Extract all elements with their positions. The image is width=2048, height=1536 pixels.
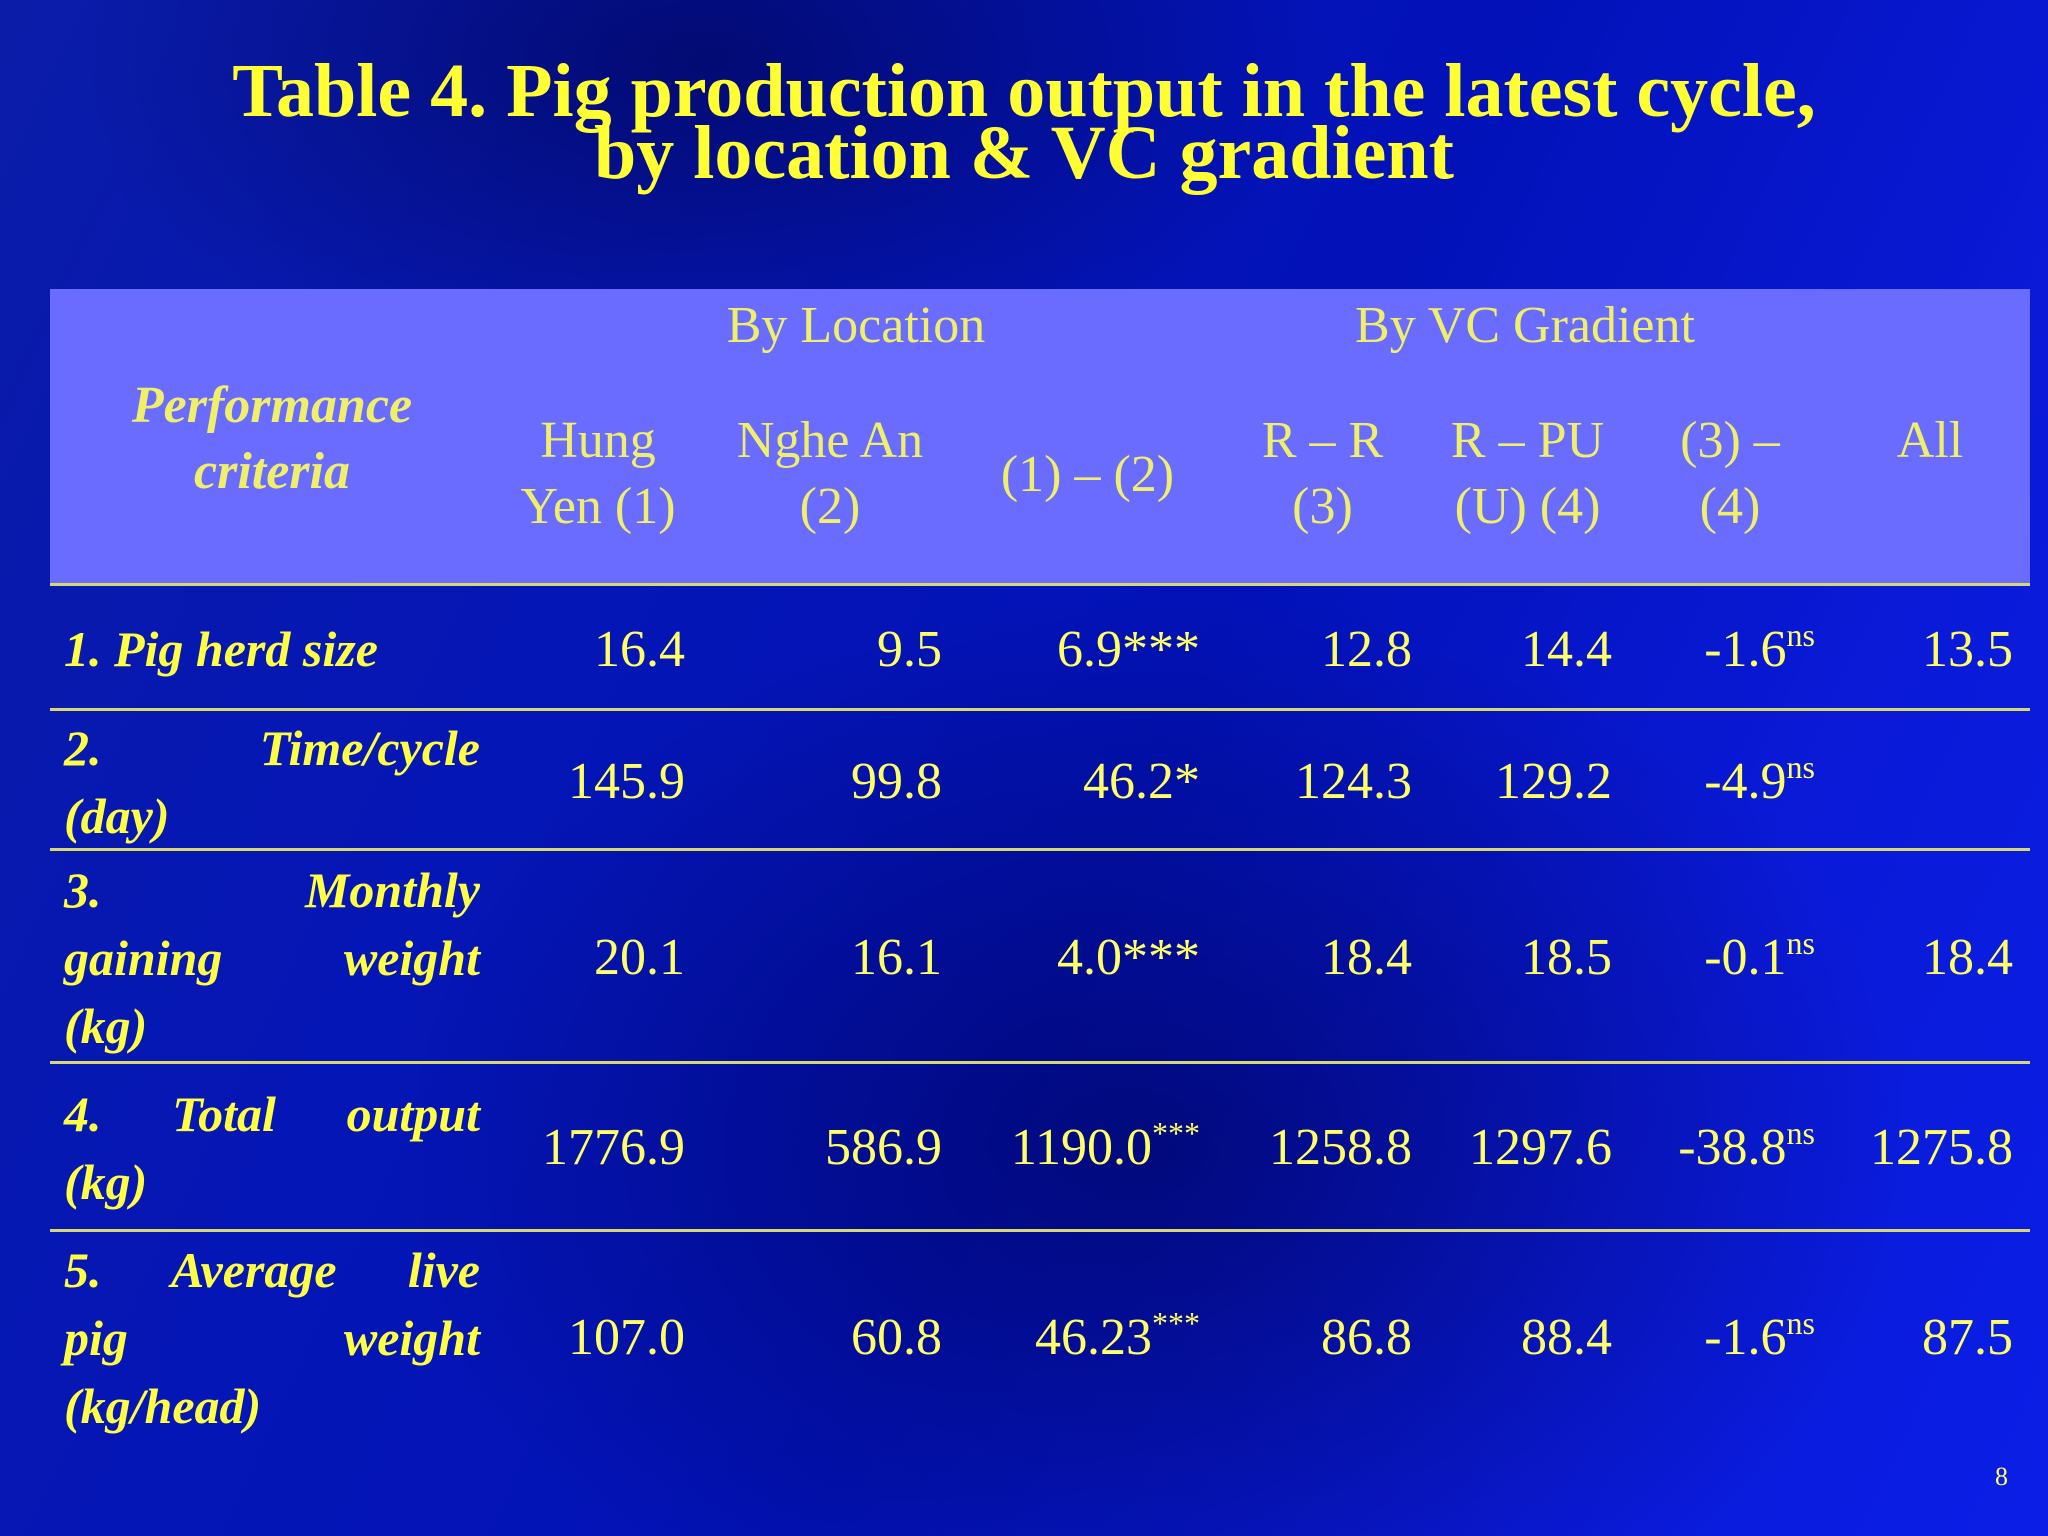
table-cell-hungyen: 16.4 (594, 621, 685, 678)
row-label-line: (day) (64, 788, 170, 844)
table-cell-rr: 124.3 (1295, 753, 1412, 810)
table-cell-diff34: -38.8ns (1620, 1115, 1815, 1178)
table-cell-nghean: 60.8 (851, 1309, 942, 1366)
table-cell-nghean: 586.9 (825, 1119, 942, 1176)
table-cell-diff34: -1.6ns (1620, 617, 1815, 680)
table-cell-all: 1275.8 (1870, 1119, 2013, 1176)
header-col-hungyen: Hung Yen (1) (498, 408, 698, 540)
table-cell-all: 13.5 (1922, 621, 2013, 678)
header-col-rr: R – R (3) (1235, 408, 1410, 540)
header-col-rpu: R – PU (U) (4) (1430, 408, 1625, 540)
table-cell-nghean: 99.8 (851, 753, 942, 810)
diff12-significance: *** (1152, 1115, 1200, 1151)
diff12-value: 4.0*** (1057, 929, 1200, 986)
table-cell-all: 87.5 (1922, 1309, 2013, 1366)
header-col-hungyen-line1: Hung (540, 412, 656, 469)
slide-title-line2: by location & VC gradient (594, 111, 1454, 195)
table-row-label: 4. Total output (kg) (64, 1080, 480, 1216)
diff34-value: -1.6 (1704, 621, 1787, 678)
table-cell-diff12: 4.0*** (960, 928, 1200, 988)
row-label-line: 1. Pig herd size (64, 621, 378, 677)
table-cell-rr: 86.8 (1321, 1309, 1412, 1366)
table-cell-diff34: -0.1ns (1620, 925, 1815, 988)
row-label-line: (kg) (64, 998, 148, 1054)
table-cell-diff34: -4.9ns (1620, 749, 1815, 812)
table-rule (50, 1061, 2030, 1064)
header-criteria-line2: criteria (194, 443, 350, 500)
table-cell-rpu: 129.2 (1495, 753, 1612, 810)
table-header-panel (50, 289, 2030, 584)
diff34-significance: ns (1786, 617, 1815, 653)
table-cell-hungyen: 145.9 (568, 753, 685, 810)
table-cell-hungyen: 20.1 (594, 929, 685, 986)
row-label-line: 3. Monthly (64, 862, 480, 918)
row-label-line: 5. Average live (64, 1242, 480, 1298)
table-rule (50, 583, 2030, 586)
header-col-nghean-line2: (2) (799, 478, 861, 535)
header-col-rr-line1: R – R (1261, 412, 1384, 469)
header-criteria-line1: Performance (131, 377, 413, 434)
header-criteria: Performance criteria (64, 373, 480, 505)
header-col-rpu-line1: R – PU (1450, 412, 1605, 469)
table-cell-diff12: 46.2* (960, 752, 1200, 812)
table-cell-hungyen: 107.0 (568, 1309, 685, 1366)
table-cell-diff12: 6.9*** (960, 620, 1200, 680)
table-cell-diff34: -1.6ns (1620, 1305, 1815, 1368)
table-cell-nghean: 9.5 (877, 621, 942, 678)
row-label-line: (kg) (64, 1154, 148, 1210)
table-cell-rr: 12.8 (1321, 621, 1412, 678)
diff12-significance: *** (1152, 1305, 1200, 1341)
diff12-value: 46.2* (1083, 753, 1200, 810)
table-row-label: 3. Monthly gaining weight (kg) (64, 856, 480, 1060)
table-cell-all: 18.4 (1922, 929, 2013, 986)
header-col-hungyen-line2: Yen (1) (520, 478, 676, 535)
diff34-value: -4.9 (1704, 753, 1787, 810)
header-col-nghean: Nghe An (2) (710, 408, 950, 540)
table-row-label: 5. Average live pig weight (kg/head) (64, 1236, 480, 1440)
slide-title: Table 4. Pig production output in the la… (0, 49, 2048, 195)
table-cell-rpu: 18.5 (1521, 929, 1612, 986)
table-row-label: 2. Time/cycle (day) (64, 714, 480, 850)
diff34-significance: ns (1786, 925, 1815, 961)
row-label-line: pig weight (64, 1310, 480, 1366)
slide-title-line1: Table 4. Pig production output in the la… (232, 49, 1816, 133)
diff12-value: 1190.0 (1010, 1119, 1152, 1176)
table-cell-rr: 1258.8 (1269, 1119, 1412, 1176)
table-cell-rpu: 88.4 (1521, 1309, 1612, 1366)
row-label-line: 2. Time/cycle (64, 720, 480, 776)
header-col-diff34: (3) – (4) (1650, 408, 1810, 540)
diff34-significance: ns (1786, 1305, 1815, 1341)
table-cell-diff12: 46.23*** (960, 1305, 1200, 1368)
diff34-value: -1.6 (1704, 1309, 1787, 1366)
diff12-value: 6.9*** (1057, 621, 1200, 678)
header-group-location: By Location (726, 297, 986, 354)
page-number: 8 (1995, 1462, 2008, 1491)
row-label-line: gaining weight (64, 930, 480, 986)
header-group-vc: By VC Gradient (1355, 297, 1695, 354)
diff12-value: 46.23 (1035, 1309, 1152, 1366)
row-label-line: 4. Total output (64, 1086, 480, 1142)
table-cell-diff12: 1190.0*** (960, 1115, 1200, 1178)
header-col-nghean-line1: Nghe An (736, 412, 924, 469)
table-rule (50, 708, 2030, 711)
table-rule (50, 848, 2030, 851)
table-cell-nghean: 16.1 (851, 929, 942, 986)
header-col-all: All (1896, 412, 1964, 469)
table-cell-rpu: 1297.6 (1469, 1119, 1612, 1176)
header-col-diff34-line2: (4) (1699, 478, 1761, 535)
table-cell-hungyen: 1776.9 (542, 1119, 685, 1176)
table-row-label: 1. Pig herd size (64, 615, 480, 683)
header-col-diff34-line1: (3) – (1680, 412, 1780, 469)
row-label-line: (kg/head) (64, 1378, 262, 1434)
diff34-significance: ns (1786, 1115, 1815, 1151)
header-col-rpu-line2: (U) (4) (1454, 478, 1601, 535)
table-cell-rr: 18.4 (1321, 929, 1412, 986)
diff34-value: -0.1 (1704, 929, 1787, 986)
diff34-significance: ns (1786, 749, 1815, 785)
diff34-value: -38.8 (1678, 1119, 1787, 1176)
header-col-rr-line2: (3) (1292, 478, 1353, 535)
header-col-diff12: (1) – (2) (1000, 446, 1175, 503)
table-cell-rpu: 14.4 (1521, 621, 1612, 678)
table-rule (50, 1229, 2030, 1232)
